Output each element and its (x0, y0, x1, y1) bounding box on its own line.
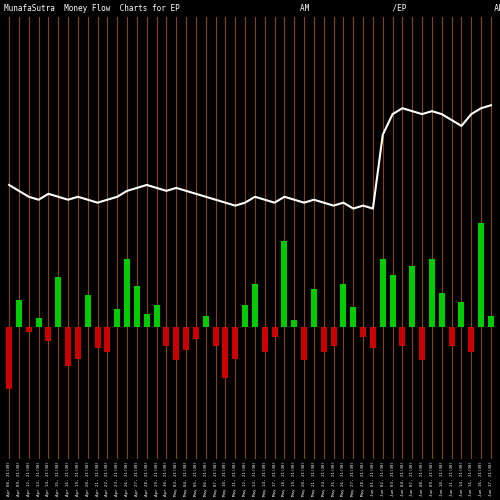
Bar (321, 326, 326, 351)
Bar (193, 326, 199, 339)
Bar (350, 307, 356, 326)
Bar (174, 326, 179, 360)
Bar (16, 300, 22, 326)
Bar (360, 326, 366, 338)
Bar (282, 241, 288, 326)
Bar (203, 316, 208, 326)
Bar (419, 326, 425, 360)
Bar (75, 326, 81, 358)
Bar (114, 309, 120, 326)
Bar (26, 326, 32, 332)
Bar (104, 326, 110, 351)
Bar (390, 275, 396, 326)
Bar (183, 326, 189, 350)
Bar (85, 294, 90, 326)
Bar (36, 318, 42, 326)
Bar (6, 326, 12, 389)
Text: MunafaSutra  Money Flow  Charts for EP                          AM              : MunafaSutra Money Flow Charts for EP AM (4, 4, 500, 13)
Bar (144, 314, 150, 326)
Bar (262, 326, 268, 351)
Bar (164, 326, 170, 346)
Bar (468, 326, 474, 351)
Bar (458, 302, 464, 326)
Bar (340, 284, 346, 327)
Bar (429, 259, 435, 326)
Bar (222, 326, 228, 378)
Bar (65, 326, 71, 366)
Bar (370, 326, 376, 348)
Bar (330, 326, 336, 346)
Bar (252, 284, 258, 327)
Bar (56, 277, 61, 326)
Bar (488, 316, 494, 326)
Bar (212, 326, 218, 346)
Bar (400, 326, 406, 346)
Bar (272, 326, 278, 338)
Bar (478, 224, 484, 326)
Bar (410, 266, 415, 326)
Bar (124, 259, 130, 326)
Bar (232, 326, 238, 358)
Bar (448, 326, 454, 346)
Bar (311, 289, 317, 327)
Bar (292, 320, 297, 326)
Bar (380, 259, 386, 326)
Bar (154, 306, 160, 326)
Bar (94, 326, 100, 348)
Bar (301, 326, 307, 360)
Bar (46, 326, 52, 341)
Bar (242, 306, 248, 326)
Bar (439, 293, 444, 326)
Bar (134, 286, 140, 327)
